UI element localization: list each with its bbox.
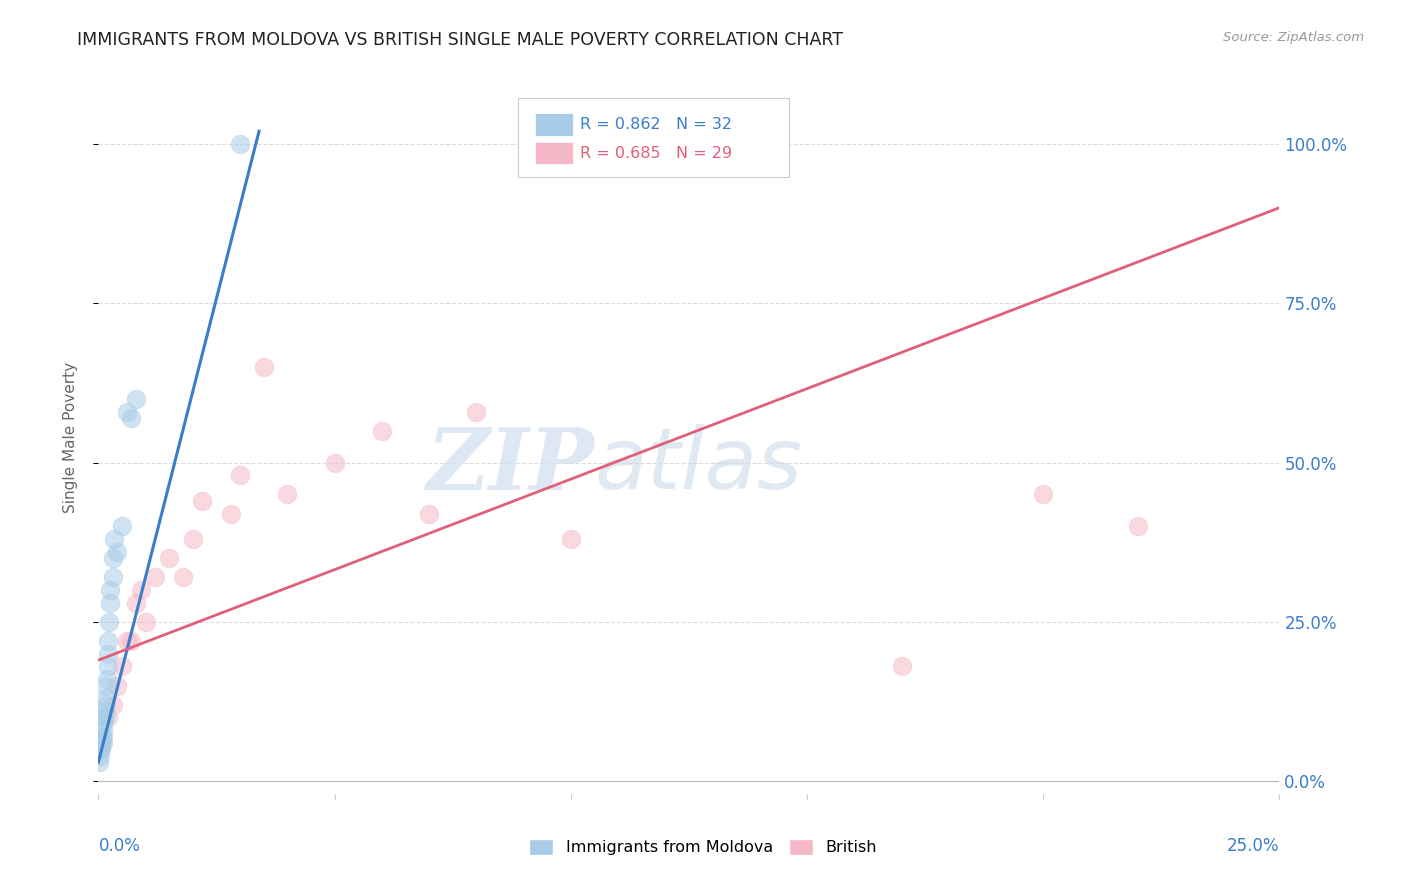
Point [101,698,124,712]
Point [111,519,134,533]
Point [91,730,114,744]
Point [90,736,112,750]
Point [115,404,138,418]
Y-axis label: Single Male Poverty: Single Male Poverty [63,361,77,513]
Point [97,615,120,629]
Point [101,570,124,584]
FancyBboxPatch shape [517,98,789,177]
Point [111,659,134,673]
Point [654,136,676,151]
Point [191,493,214,508]
Point [97,634,120,648]
Point [115,634,138,648]
Text: Source: ZipAtlas.com: Source: ZipAtlas.com [1223,31,1364,45]
Point [89,748,111,763]
Text: IMMIGRANTS FROM MOLDOVA VS BRITISH SINGLE MALE POVERTY CORRELATION CHART: IMMIGRANTS FROM MOLDOVA VS BRITISH SINGL… [77,31,844,49]
Point [101,551,124,566]
FancyBboxPatch shape [536,113,574,136]
Point [172,570,194,584]
Point [121,411,143,425]
Point [229,468,252,483]
Point [229,136,252,151]
Point [371,424,394,438]
Text: 0.0%: 0.0% [98,837,141,855]
FancyBboxPatch shape [536,142,574,164]
Point [90,742,112,756]
Point [1126,519,1149,533]
Point [91,736,114,750]
Point [219,507,242,521]
Point [89,742,111,756]
Point [323,456,346,470]
Point [89,755,111,769]
Text: ZIP: ZIP [426,424,595,508]
Legend: Immigrants from Moldova, British: Immigrants from Moldova, British [523,832,883,862]
Point [94,691,117,706]
Point [93,710,115,724]
Point [98,596,121,610]
Point [97,647,120,661]
Point [143,570,166,584]
Point [129,582,152,597]
Point [253,359,276,374]
Point [105,679,128,693]
Point [465,404,488,418]
Point [90,736,112,750]
Point [157,551,180,566]
Point [702,136,724,151]
Point [181,532,204,546]
Point [276,487,298,501]
Text: R = 0.862   N = 32: R = 0.862 N = 32 [581,117,733,132]
Point [103,532,125,546]
Point [97,659,120,673]
Point [125,392,148,406]
Text: R = 0.685   N = 29: R = 0.685 N = 29 [581,145,733,161]
Point [96,672,118,686]
Point [125,596,148,610]
Point [91,716,114,731]
Point [94,704,117,718]
Point [1032,487,1054,501]
Point [121,634,143,648]
Point [135,615,157,629]
Text: atlas: atlas [595,424,803,508]
Point [93,710,115,724]
Point [890,659,912,673]
Point [418,507,440,521]
Point [560,532,582,546]
Point [91,730,114,744]
Point [105,545,128,559]
Point [96,679,118,693]
Text: 25.0%: 25.0% [1227,837,1279,855]
Point [91,723,114,738]
Point [94,698,117,712]
Point [98,582,121,597]
Point [97,710,120,724]
